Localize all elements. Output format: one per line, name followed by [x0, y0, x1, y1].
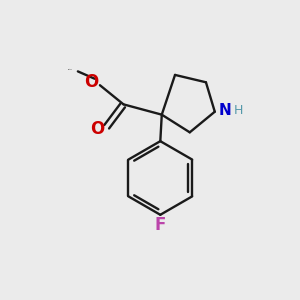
- Text: H: H: [234, 104, 243, 117]
- Text: O: O: [91, 120, 105, 138]
- Text: methyl: methyl: [68, 68, 73, 70]
- Text: F: F: [154, 216, 166, 234]
- Text: O: O: [85, 73, 99, 91]
- Text: N: N: [218, 103, 231, 118]
